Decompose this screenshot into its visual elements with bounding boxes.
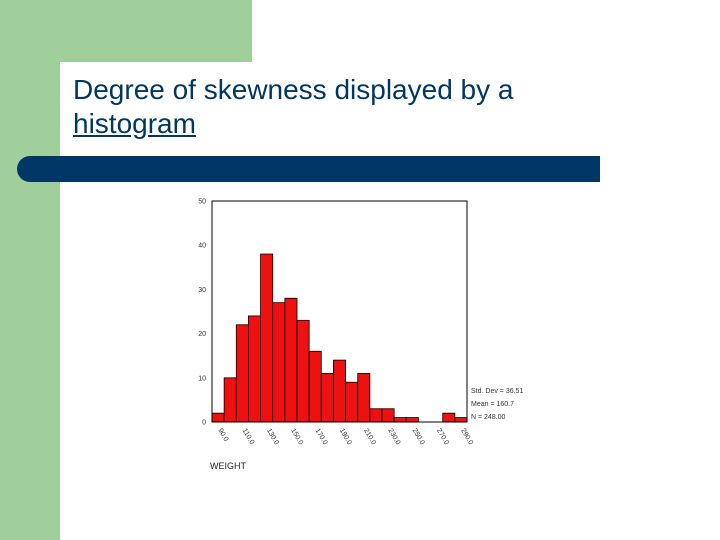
histogram-bar: [369, 408, 383, 423]
stats-label: N = 248.00: [471, 414, 506, 421]
x-tick-label: 170.0: [314, 428, 329, 447]
histogram-bar: [357, 372, 371, 423]
histogram-bar: [442, 412, 456, 423]
stats-label: Std. Dev = 36.51: [471, 388, 523, 395]
slide-title: Degree of skewness displayed by a histog…: [73, 73, 633, 141]
title-line1: Degree of skewness displayed by a: [73, 74, 514, 105]
y-tick-label: 0: [202, 420, 206, 427]
histogram-bar: [248, 315, 261, 423]
x-tick-label: 190.0: [338, 428, 353, 447]
x-axis-title: WEIGHT: [210, 461, 246, 471]
x-tick-label: 250.0: [411, 428, 426, 447]
y-tick-label: 40: [198, 243, 206, 250]
histogram-bar: [320, 372, 334, 423]
x-tick-label: 90.0: [216, 428, 229, 443]
histogram-bar: [405, 417, 419, 423]
y-tick-label: 20: [198, 331, 206, 338]
slide-panel: [60, 62, 720, 540]
title-rule: [17, 156, 600, 182]
histogram-bar: [260, 253, 274, 423]
histogram-bar: [272, 302, 286, 423]
histogram-bar: [454, 417, 468, 423]
stats-group: Std. Dev = 36.51 Mean = 160.7 N = 248.00: [471, 388, 523, 421]
x-tick-label: 270.0: [435, 428, 450, 447]
y-tick-label: 30: [198, 287, 206, 294]
y-tick-label: 50: [198, 199, 206, 206]
x-tick-label: 230.0: [386, 428, 401, 447]
x-tick-label: 130.0: [265, 428, 280, 447]
histogram-bar: [345, 381, 359, 423]
y-tick-label: 10: [198, 375, 206, 382]
x-tick-label: 290.0: [459, 428, 474, 447]
plot-frame: [211, 200, 468, 423]
histogram-bar: [333, 359, 346, 423]
histogram-bar: [393, 417, 407, 423]
y-ticks-group: 0 10 20 30 40 50: [198, 199, 206, 427]
histogram-bar: [296, 319, 310, 423]
bars-group: [211, 253, 468, 423]
histogram-bar: [235, 324, 249, 423]
histogram-bar: [381, 408, 395, 423]
sidebar-decoration: [0, 0, 60, 540]
histogram-bar: [211, 412, 225, 423]
histogram-bar: [223, 377, 237, 423]
x-ticks-group: 90.0 110.0 130.0 150.0 170.0 190.0 210.0 230.0 2…: [216, 428, 474, 447]
x-tick-label: 150.0: [289, 428, 304, 447]
top-left-decoration: [0, 0, 252, 62]
x-tick-label: 210.0: [362, 428, 377, 447]
stats-label: Mean = 160.7: [471, 401, 514, 408]
histogram-bar: [308, 350, 322, 423]
histogram-bar: [284, 297, 298, 423]
x-tick-label: 110.0: [241, 428, 256, 446]
title-line2: histogram: [73, 108, 196, 139]
